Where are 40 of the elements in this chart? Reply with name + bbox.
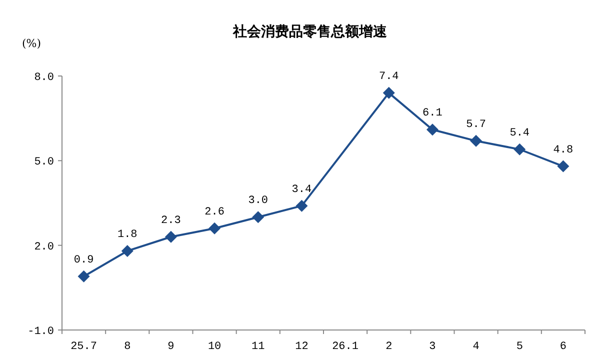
x-tick-label: 10 [208, 341, 222, 353]
data-label: 7.4 [378, 70, 400, 83]
chart-title: 社会消费品零售总额增速 [232, 23, 388, 40]
data-label: 6.1 [422, 108, 443, 120]
y-tick-label: 8.0 [34, 72, 54, 84]
point [296, 200, 308, 212]
y-axis-title: (%) [22, 37, 42, 50]
point [208, 222, 221, 234]
point [470, 134, 482, 147]
data-label: 3.0 [248, 195, 268, 208]
x-tick-label: 25.7 [70, 341, 97, 353]
x-tick-label: 5 [516, 341, 523, 353]
point [514, 143, 526, 156]
x-tick-label: 6 [560, 341, 567, 353]
x-tick-label: 12 [295, 341, 308, 353]
y-tick-label: 2.0 [34, 241, 54, 254]
point [164, 230, 177, 243]
data-label: 5.7 [466, 118, 486, 131]
y-tick-label: 5.0 [34, 156, 54, 169]
data-label: 0.9 [74, 254, 94, 266]
point [78, 270, 90, 282]
x-tick-label: 3 [429, 341, 436, 353]
point [121, 244, 134, 257]
point [382, 86, 395, 99]
x-tick-label: 4 [472, 341, 480, 353]
data-label: 1.8 [117, 228, 138, 241]
point [426, 124, 438, 136]
data-label: 4.8 [553, 144, 574, 156]
data-label: 2.3 [161, 214, 181, 227]
x-tick-label: 2 [386, 341, 392, 353]
x-tick-label: 9 [168, 341, 174, 353]
x-tick-label: 11 [252, 341, 266, 353]
x-tick-label: 26.1 [332, 341, 359, 353]
x-tick-label: 8 [124, 341, 131, 353]
data-label: 2.6 [204, 206, 224, 218]
data-label: 5.4 [510, 127, 530, 140]
data-label: 3.4 [292, 184, 312, 196]
point [252, 211, 264, 224]
point [557, 160, 570, 172]
y-tick-label: -1.0 [28, 326, 54, 338]
